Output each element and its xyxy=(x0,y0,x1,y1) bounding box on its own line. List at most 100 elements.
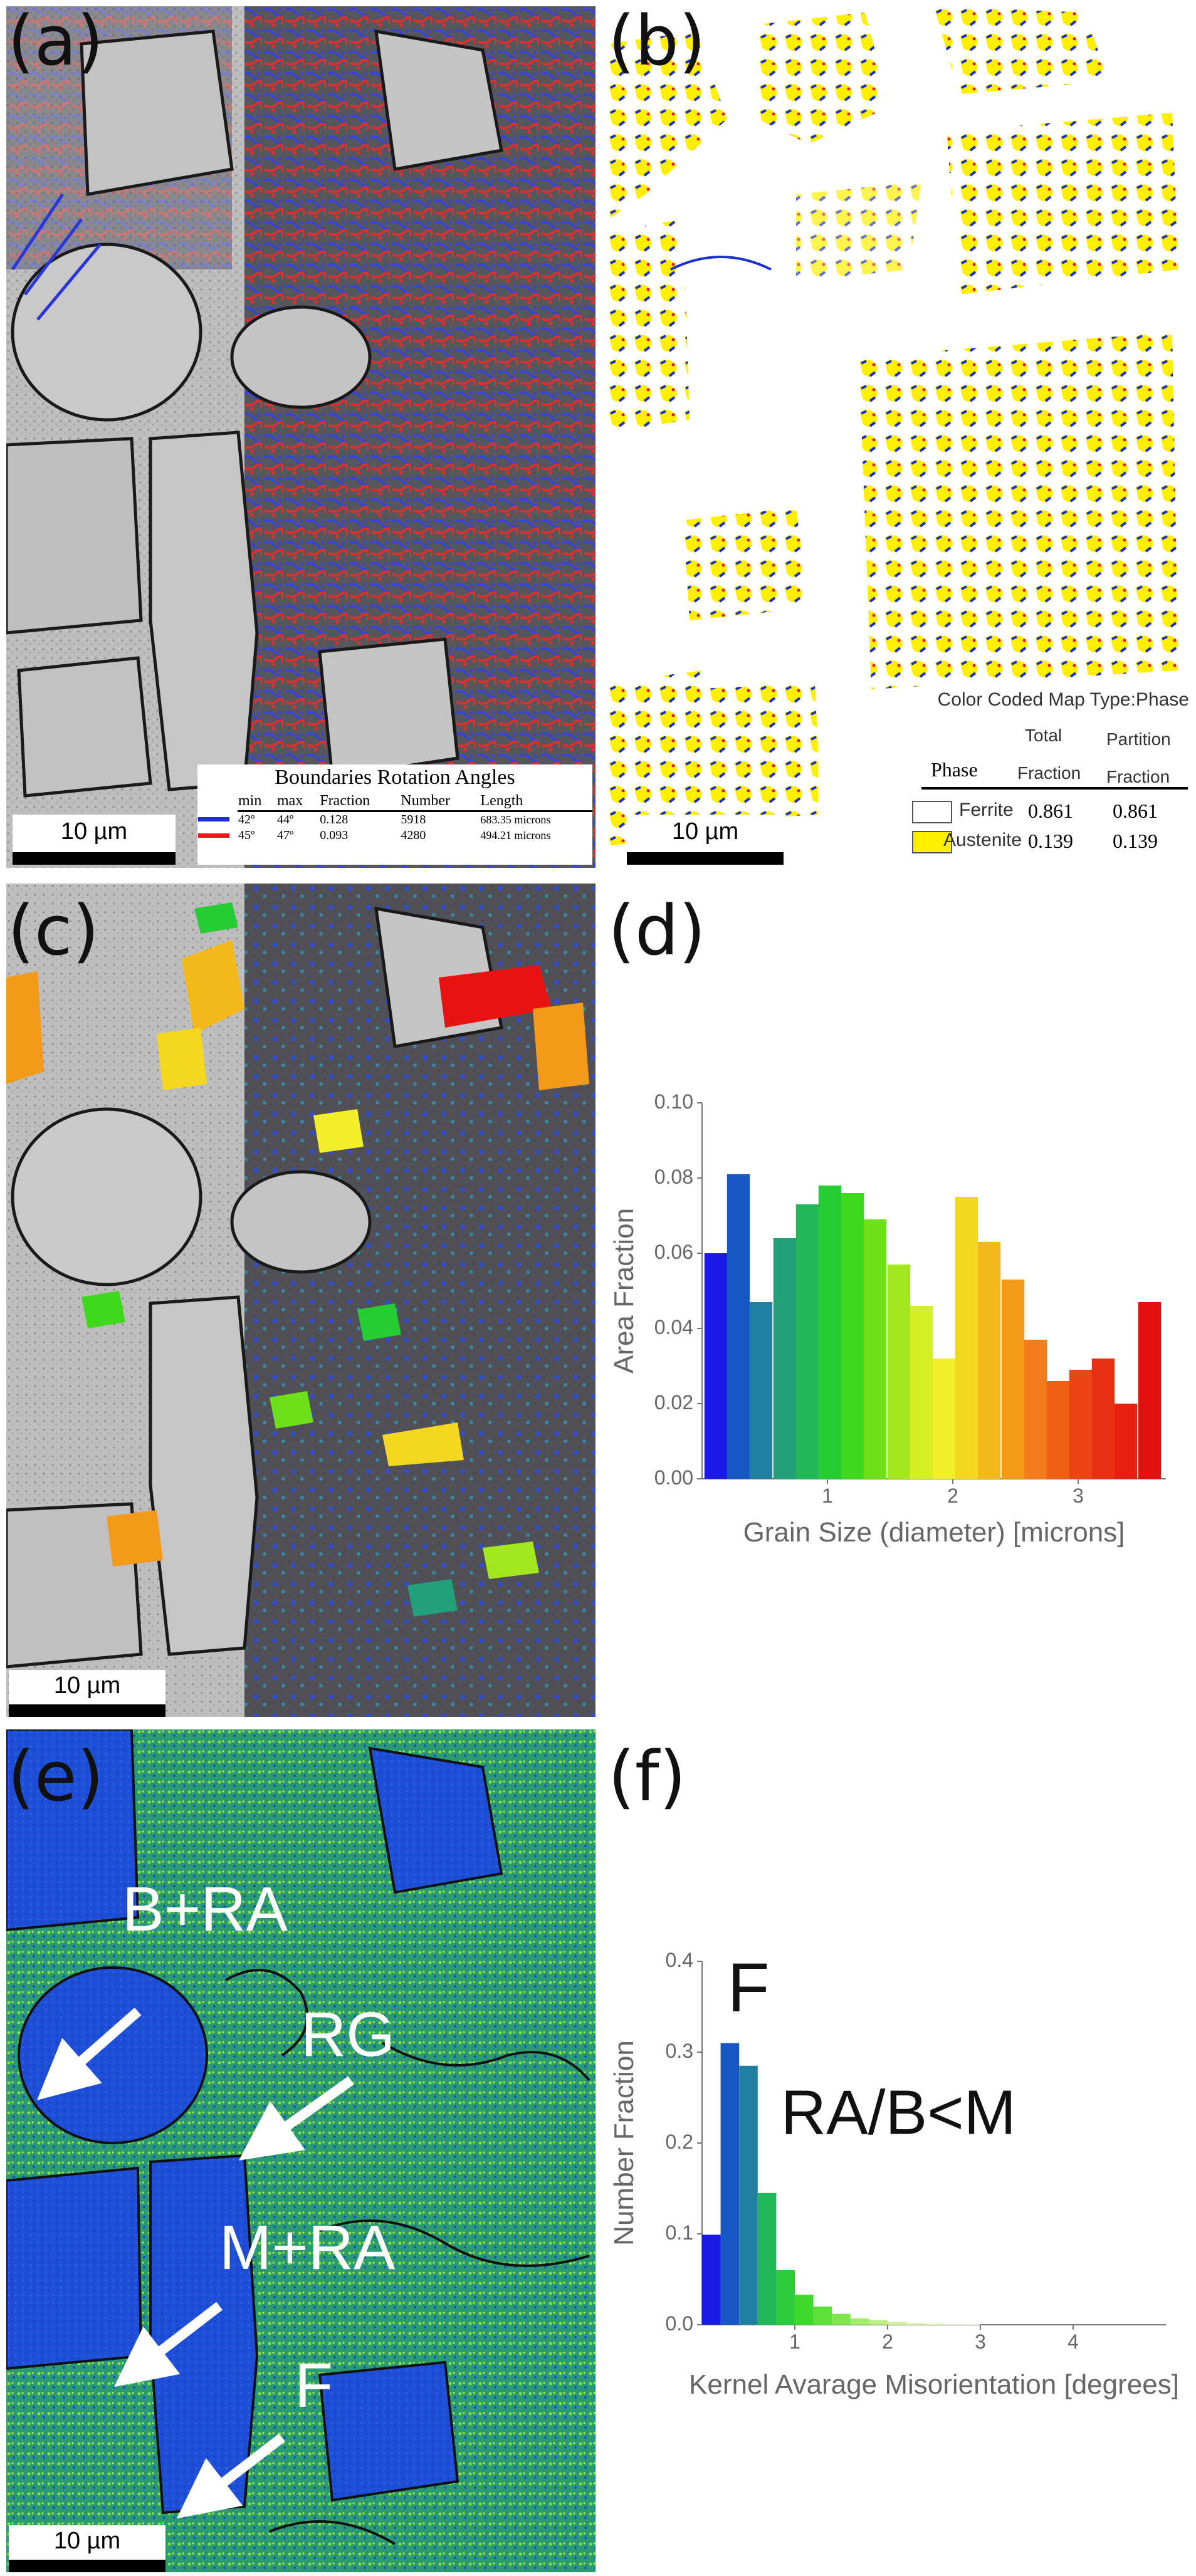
x-axis-label: Grain Size (diameter) [microns] xyxy=(743,1517,1125,1548)
bar xyxy=(841,1193,864,1479)
row2-min: 45º xyxy=(238,828,255,842)
phase-header-rule xyxy=(921,787,1188,790)
bar xyxy=(818,1186,842,1479)
scalebar-b: 10 µm xyxy=(627,815,784,865)
bar xyxy=(869,2320,888,2325)
kam-map-image xyxy=(6,1729,595,2572)
ferrite-label: Ferrite xyxy=(959,800,1014,820)
header-partition-1: Partition xyxy=(1106,729,1171,749)
bar xyxy=(910,1306,933,1479)
scalebar-line xyxy=(9,1704,165,1717)
y-axis-label: Area Fraction xyxy=(609,1208,639,1374)
ferrite-partition: 0.861 xyxy=(1113,800,1158,822)
bar xyxy=(702,2234,721,2325)
panel-b: (b) Color Coded Map Type:Phase Total Par… xyxy=(602,0,1196,877)
phase-legend: Color Coded Map Type:Phase Total Partiti… xyxy=(818,689,1194,871)
bar xyxy=(1091,1358,1115,1479)
y-axis-label: Number Fraction xyxy=(609,2040,639,2246)
row1-length: 683.35 microns xyxy=(480,813,551,826)
bar xyxy=(795,1204,819,1479)
bar xyxy=(955,1197,978,1479)
panel-label-c: (c) xyxy=(8,890,100,971)
header-phase: Phase xyxy=(931,758,978,781)
bar xyxy=(906,2323,925,2325)
bar xyxy=(888,2322,906,2325)
panel-label-f: (f) xyxy=(608,1736,686,1817)
panel-label-d: (d) xyxy=(608,890,706,971)
bar xyxy=(1046,1381,1070,1479)
ferrite-swatch xyxy=(912,801,952,823)
bar xyxy=(932,1358,956,1479)
bar xyxy=(776,2270,795,2325)
scalebar-label: 10 µm xyxy=(671,818,739,845)
y-tick-label: 0.04 xyxy=(654,1316,693,1338)
row2-max: 47º xyxy=(276,828,294,842)
row2-fraction: 0.093 xyxy=(320,828,349,842)
y-tick-label: 0.10 xyxy=(654,1090,693,1113)
bar xyxy=(720,2043,740,2325)
bar xyxy=(850,2318,869,2325)
y-tick-label: 0.00 xyxy=(654,1466,693,1489)
panel-d: (d) 0.00 0.02 0.04 0.06 0.08 0.10 1 2 3 Grain Siz… xyxy=(602,884,1196,1723)
boundaries-legend: Boundaries Rotation Angles min max Fract… xyxy=(197,764,592,865)
x-axis-label: Kernel Avarage Misorientation [degrees] xyxy=(689,2369,1179,2400)
x-tick-label: 3 xyxy=(1073,1484,1084,1507)
arrow-m-ra xyxy=(113,2302,223,2387)
bar xyxy=(832,2313,851,2325)
boundaries-table: min max Fraction Number Length 42º 44º 0… xyxy=(197,792,592,843)
bar xyxy=(813,2307,832,2325)
panel-e: (e) B+RA RG M+RA F 10 µm xyxy=(0,1729,602,2576)
label-m-ra: M+RA xyxy=(219,2213,396,2283)
bar xyxy=(757,2193,777,2325)
row1-max: 44º xyxy=(276,813,294,827)
kam-histogram: 0.0 0.1 0.2 0.3 0.4 1 2 3 4 Kernel Avarage Misori… xyxy=(609,1949,1179,2400)
scalebar-label: 10 µm xyxy=(60,818,128,845)
col-length: Length xyxy=(480,792,592,812)
bar xyxy=(943,2323,962,2325)
bar xyxy=(925,2323,943,2325)
austenite-partition: 0.139 xyxy=(1113,830,1158,852)
y-tick-label: 0.02 xyxy=(654,1391,693,1414)
row1-number: 5918 xyxy=(401,813,426,827)
blue-boundary-swatch xyxy=(198,817,229,822)
austenite-label: Austenite xyxy=(943,830,1022,850)
y-tick-label: 0.1 xyxy=(666,2221,693,2244)
annotation-ratio: RA/B<M xyxy=(781,2078,1016,2148)
scalebar-label: 10 µm xyxy=(53,1672,121,1699)
col-number: Number xyxy=(400,792,480,812)
bar xyxy=(749,1302,773,1479)
kam-map xyxy=(6,1729,595,2572)
red-boundary-swatch xyxy=(198,833,229,838)
kam-arrows xyxy=(36,2007,354,2519)
y-tick-label: 0.08 xyxy=(654,1165,693,1188)
panel-f: (f) 0.0 0.1 0.2 0.3 0.4 1 2 3 4 Kernel Avarage Mi… xyxy=(602,1729,1196,2576)
grain-size-histogram: 0.00 0.02 0.04 0.06 0.08 0.10 1 2 3 Grain Size (d… xyxy=(609,1090,1166,1548)
bar xyxy=(704,1253,728,1479)
panel-a: (a) Boundaries Rotation Angles min max F… xyxy=(0,0,602,877)
scalebar-a: 10 µm xyxy=(13,815,176,865)
y-tick-label: 0.4 xyxy=(666,1949,693,1971)
header-total-2: Fraction xyxy=(1017,763,1081,783)
bar xyxy=(1069,1370,1093,1479)
boundary-map-image xyxy=(6,6,595,868)
row2-number: 4280 xyxy=(401,828,426,842)
bar xyxy=(739,2065,758,2325)
annotation-peak-f: F xyxy=(727,1949,769,2026)
panel-c: (c) 10 µm xyxy=(0,884,602,1723)
scalebar-line xyxy=(13,852,176,865)
bar xyxy=(887,1265,911,1479)
label-b-ra: B+RA xyxy=(122,1874,288,1944)
grain-size-map-image xyxy=(6,884,595,1717)
arrow-f xyxy=(176,2433,285,2519)
scalebar-c: 10 µm xyxy=(9,1670,165,1717)
ebsd-boundary-map xyxy=(6,6,595,868)
bar xyxy=(1001,1280,1025,1479)
boundaries-title: Boundaries Rotation Angles xyxy=(275,766,515,789)
label-f: F xyxy=(295,2350,333,2421)
bar xyxy=(977,1242,1001,1479)
label-rg: RG xyxy=(301,2000,395,2070)
panel-label-b: (b) xyxy=(608,1,706,81)
y-tick-label: 0.0 xyxy=(666,2312,693,2335)
scalebar-line xyxy=(9,2560,165,2572)
ferrite-total: 0.861 xyxy=(1028,800,1073,822)
